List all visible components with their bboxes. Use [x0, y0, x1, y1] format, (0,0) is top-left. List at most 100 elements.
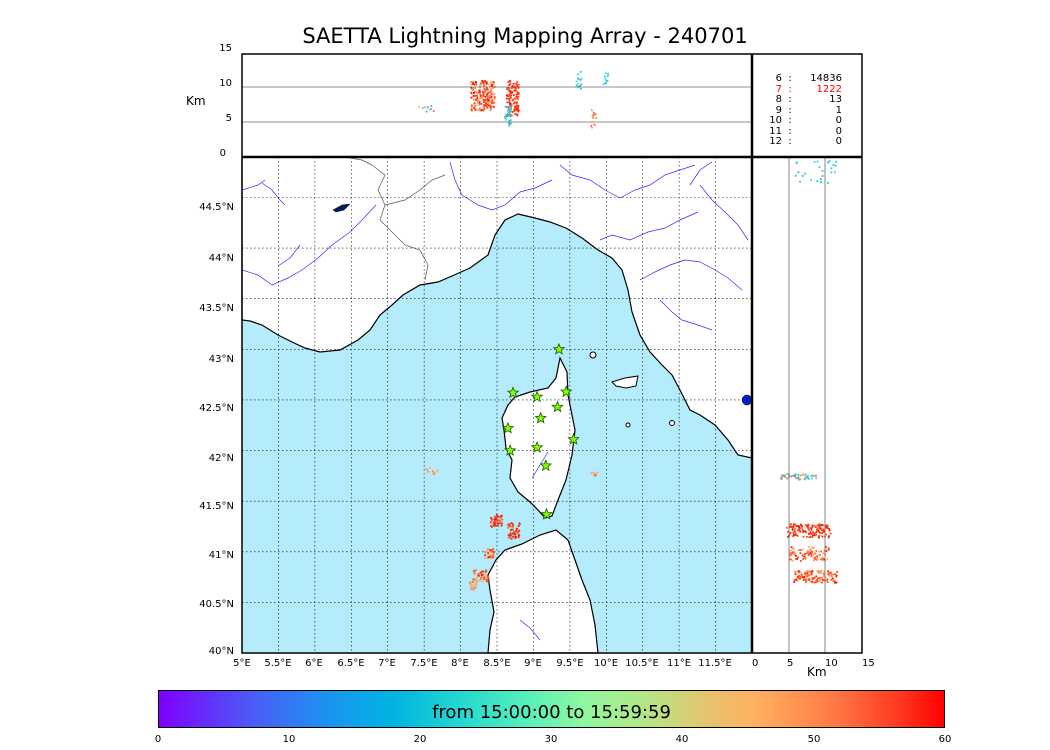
lightning-source [484, 102, 487, 105]
lightning-source [802, 579, 805, 581]
lightning-source [472, 578, 475, 581]
lightning-source [472, 580, 474, 583]
lightning-source [813, 559, 815, 562]
lightning-source [493, 520, 496, 523]
lightning-source [796, 577, 799, 580]
lightning-source [470, 108, 473, 111]
lightning-source [483, 572, 486, 575]
river-line [519, 619, 541, 641]
colorbar-tick: 10 [282, 734, 296, 745]
lightning-source [485, 88, 488, 91]
lightning-source [430, 105, 433, 107]
lightning-source [517, 525, 520, 527]
lightning-source [808, 552, 811, 555]
lightning-source [786, 477, 788, 480]
lightning-source [591, 109, 593, 112]
lightning-source [808, 570, 811, 573]
lightning-source [828, 574, 831, 577]
country-border [384, 174, 446, 206]
lightning-source [491, 549, 494, 552]
lightning-source [806, 550, 809, 553]
lightning-source [510, 114, 513, 117]
lightning-source [818, 166, 821, 168]
lightning-source [802, 558, 805, 560]
lightning-source [786, 530, 789, 533]
lightning-source [493, 518, 496, 521]
giglio-island [669, 420, 675, 426]
lightning-source [480, 574, 483, 577]
lightning-source [477, 100, 480, 103]
page-title: SAETTA Lightning Mapping Array - 240701 [302, 24, 748, 48]
lon-tick: 10°E [593, 658, 619, 669]
lightning-source [828, 529, 831, 532]
lightning-source [509, 92, 511, 95]
lightning-source [485, 80, 488, 83]
lightning-source [498, 522, 501, 525]
lightning-source [799, 552, 802, 554]
lightning-source [436, 468, 439, 471]
lightning-source [512, 531, 515, 533]
lightning-source [821, 170, 824, 173]
lon-tick: 7.5°E [410, 658, 438, 669]
lightning-source [818, 534, 821, 537]
lightning-source [481, 80, 483, 82]
lightning-source [496, 520, 498, 522]
lightning-source [509, 523, 511, 526]
lightning-source [808, 549, 811, 552]
lightning-source [472, 98, 475, 101]
right-xtick: 15 [862, 658, 875, 669]
lightning-source [490, 518, 493, 521]
lightning-source [473, 573, 476, 575]
lightning-source [483, 108, 485, 111]
lightning-source [508, 87, 510, 90]
lightning-source [812, 531, 815, 534]
lightning-source [476, 98, 478, 101]
lightning-source [803, 478, 806, 481]
station-star [534, 411, 547, 424]
lightning-source [487, 577, 490, 580]
lat-tick: 41°N [208, 550, 234, 561]
lightning-source [484, 576, 487, 579]
stat-level: 7 [775, 83, 782, 95]
lightning-source [490, 105, 493, 108]
lightning-source [514, 533, 517, 536]
lightning-source [482, 570, 485, 573]
lightning-source [592, 472, 595, 475]
lightning-source [491, 93, 494, 96]
lightning-source [493, 523, 496, 525]
lightning-source [816, 570, 819, 573]
lon-tick: 9.5°E [556, 658, 584, 669]
lightning-source [590, 124, 593, 127]
lightning-source [496, 515, 498, 518]
lightning-source [819, 579, 821, 582]
lightning-source [508, 98, 511, 100]
lightning-source [810, 546, 813, 549]
lightning-source [513, 102, 516, 104]
lightning-source [819, 178, 822, 181]
stat-count: 1222 [816, 83, 842, 95]
lightning-source [825, 526, 827, 529]
lightning-source [798, 527, 801, 529]
stat-sep: : [788, 104, 792, 116]
lightning-source [604, 72, 607, 75]
lightning-source [490, 100, 493, 102]
lightning-source [592, 115, 595, 118]
lightning-source [469, 581, 472, 584]
station-star [567, 432, 580, 445]
stat-row: 9: 1 [760, 104, 855, 117]
lightning-source [812, 546, 815, 549]
lightning-source [801, 554, 804, 557]
lightning-source [470, 96, 473, 99]
lightning-source [494, 521, 496, 524]
lightning-source [506, 114, 509, 117]
lightning-source [515, 529, 518, 532]
lightning-source [470, 92, 473, 95]
lightning-source [486, 97, 489, 100]
lightning-source [815, 556, 818, 559]
lightning-source [821, 175, 824, 177]
lightning-source [800, 474, 803, 477]
lon-tick: 11°E [666, 658, 692, 669]
lightning-source [799, 478, 801, 481]
lightning-source [514, 537, 517, 539]
stat-level: 8 [775, 94, 782, 105]
